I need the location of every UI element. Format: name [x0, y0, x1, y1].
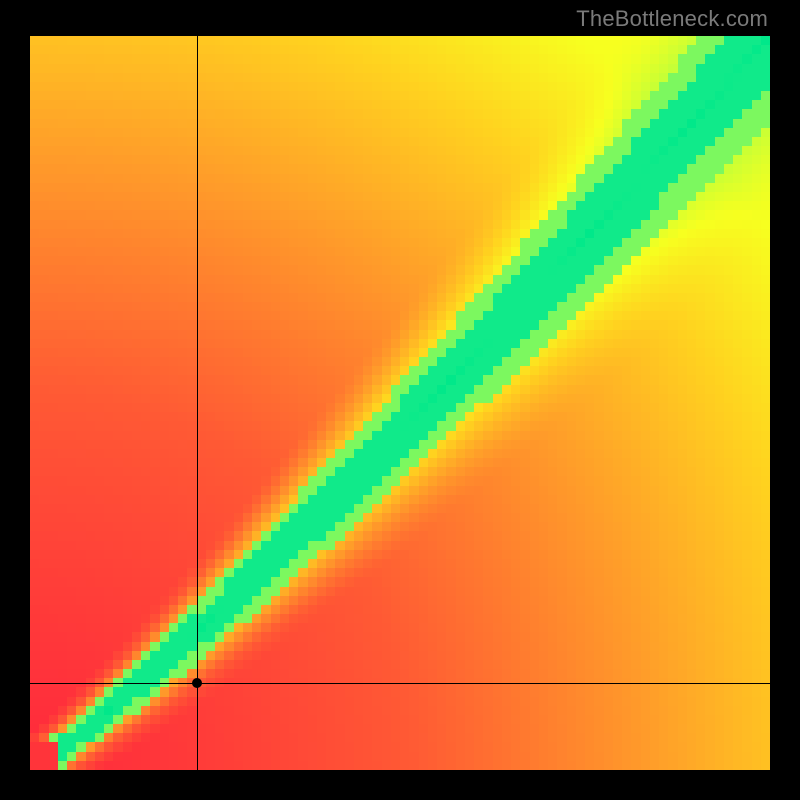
chart-container: TheBottleneck.com: [0, 0, 800, 800]
heatmap-canvas: [30, 36, 770, 770]
heatmap-plot: [30, 36, 770, 770]
watermark-text: TheBottleneck.com: [576, 6, 768, 32]
